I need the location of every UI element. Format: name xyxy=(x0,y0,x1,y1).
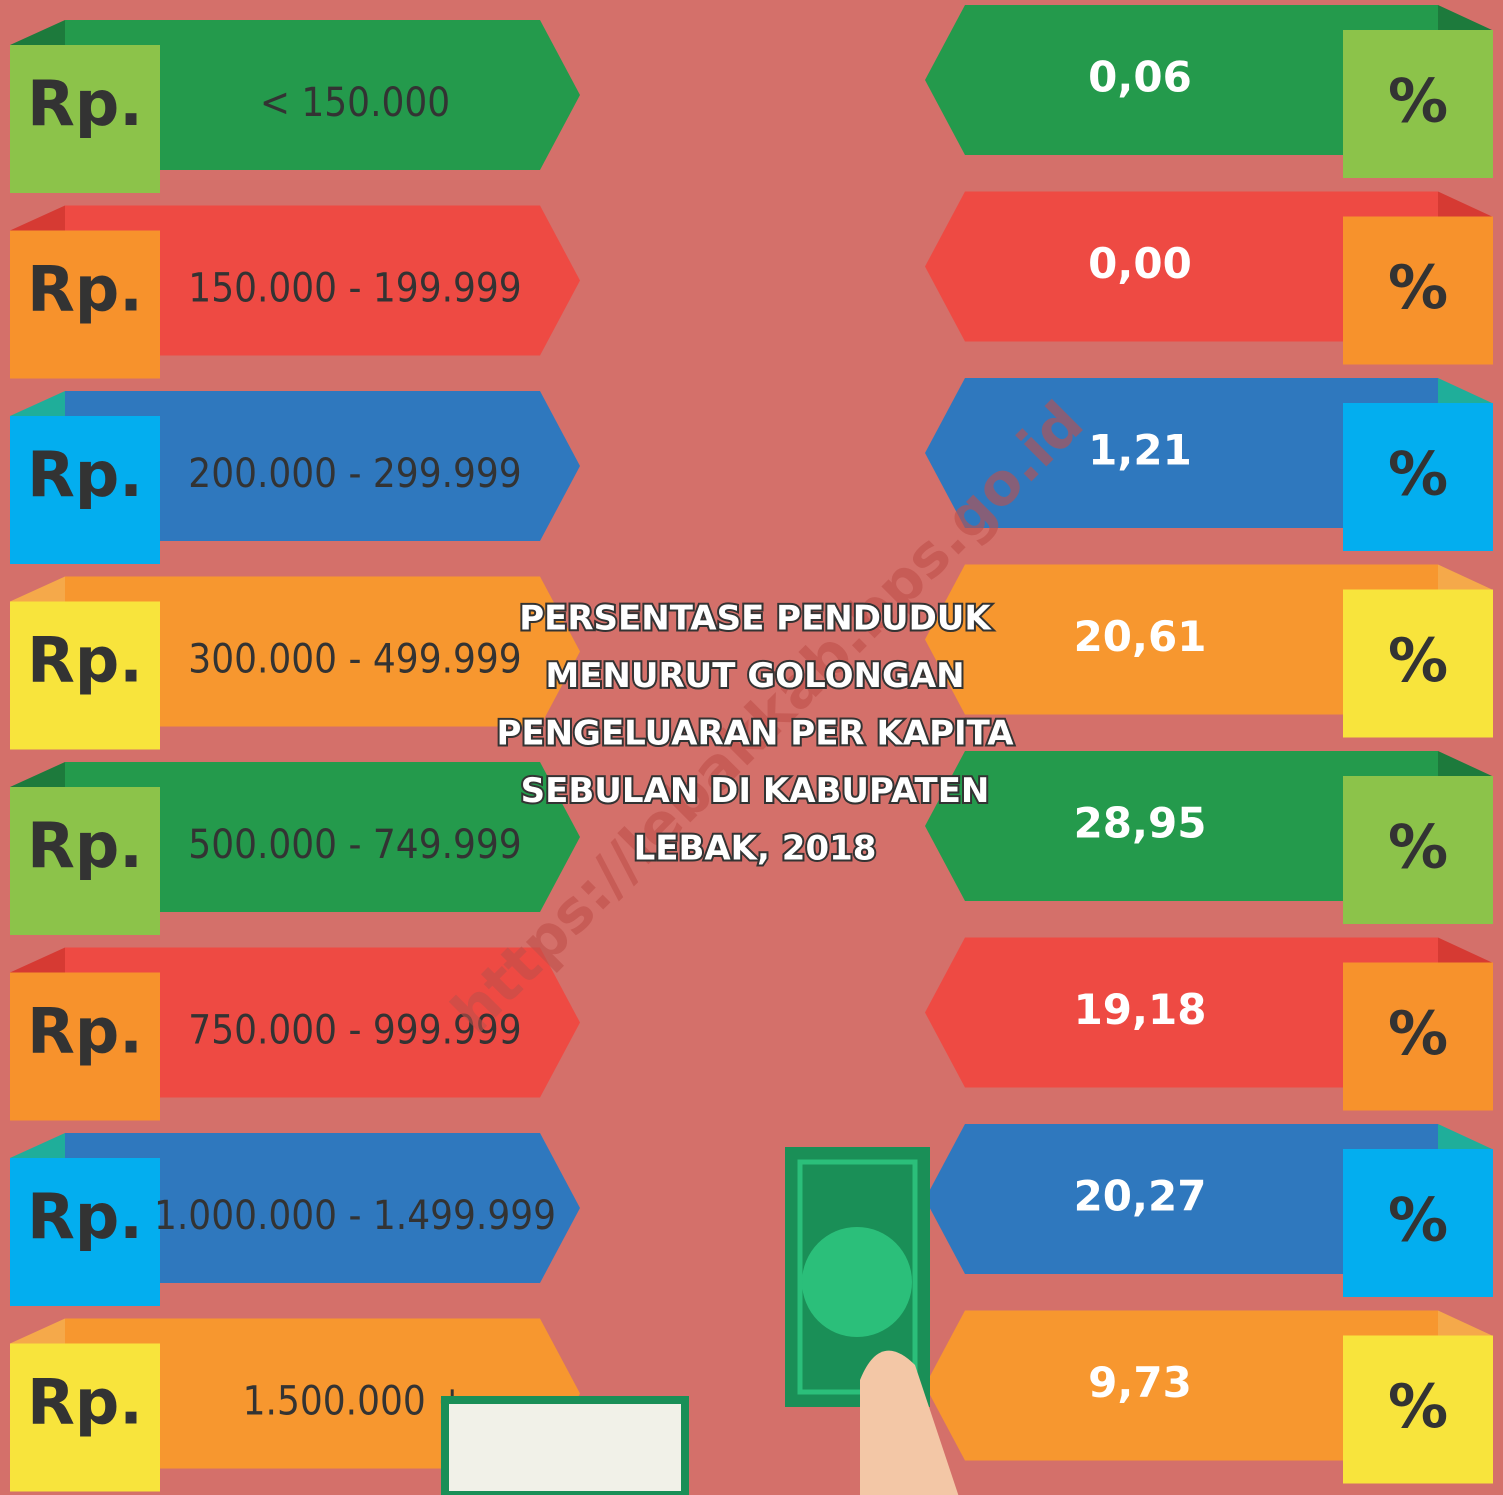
unit: % xyxy=(1388,253,1448,323)
unit: % xyxy=(1388,440,1448,510)
currency: Rp. xyxy=(27,1180,143,1253)
title-line: MENURUT GOLONGAN xyxy=(545,656,964,696)
coin-circle xyxy=(802,1227,912,1337)
percentage-value: 0,00 xyxy=(1088,239,1192,288)
currency: Rp. xyxy=(27,67,143,140)
unit: % xyxy=(1388,626,1448,696)
title-line: SEBULAN DI KABUPATEN xyxy=(521,771,990,811)
range-label: 1.500.000 + xyxy=(243,1379,468,1425)
percentage-value: 1,21 xyxy=(1088,426,1192,475)
title-line: LEBAK, 2018 xyxy=(634,829,877,869)
percentage-value: 9,73 xyxy=(1088,1358,1192,1407)
percentage-value: 20,61 xyxy=(1074,612,1207,661)
range-label: < 150.000 xyxy=(260,80,450,126)
unit: % xyxy=(1388,1372,1448,1442)
range-label: 200.000 - 299.999 xyxy=(188,451,521,497)
clipboard xyxy=(445,1400,685,1495)
unit: % xyxy=(1388,67,1448,137)
unit: % xyxy=(1388,1186,1448,1256)
percentage-value: 0,06 xyxy=(1088,53,1192,102)
currency: Rp. xyxy=(27,438,143,511)
currency: Rp. xyxy=(27,624,143,697)
range-label: 150.000 - 199.999 xyxy=(188,266,521,312)
infographic: Rp. < 150.000% 0,06 Rp. 150.000 - 199.999% 0,… xyxy=(0,0,1503,1495)
percentage-value: 28,95 xyxy=(1074,799,1207,848)
percentage-value: 20,27 xyxy=(1074,1172,1207,1221)
currency: Rp. xyxy=(27,253,143,326)
unit: % xyxy=(1388,813,1448,883)
currency: Rp. xyxy=(27,1366,143,1439)
unit: % xyxy=(1388,999,1448,1069)
title-line: PENGELUARAN PER KAPITA xyxy=(496,714,1014,754)
currency: Rp. xyxy=(27,809,143,882)
range-label: 1.000.000 - 1.499.999 xyxy=(154,1193,556,1239)
range-label: 300.000 - 499.999 xyxy=(188,637,521,683)
currency: Rp. xyxy=(27,995,143,1068)
title-line: PERSENTASE PENDUDUK xyxy=(519,599,992,639)
percentage-value: 19,18 xyxy=(1074,985,1207,1034)
range-label: 500.000 - 749.999 xyxy=(188,822,521,868)
